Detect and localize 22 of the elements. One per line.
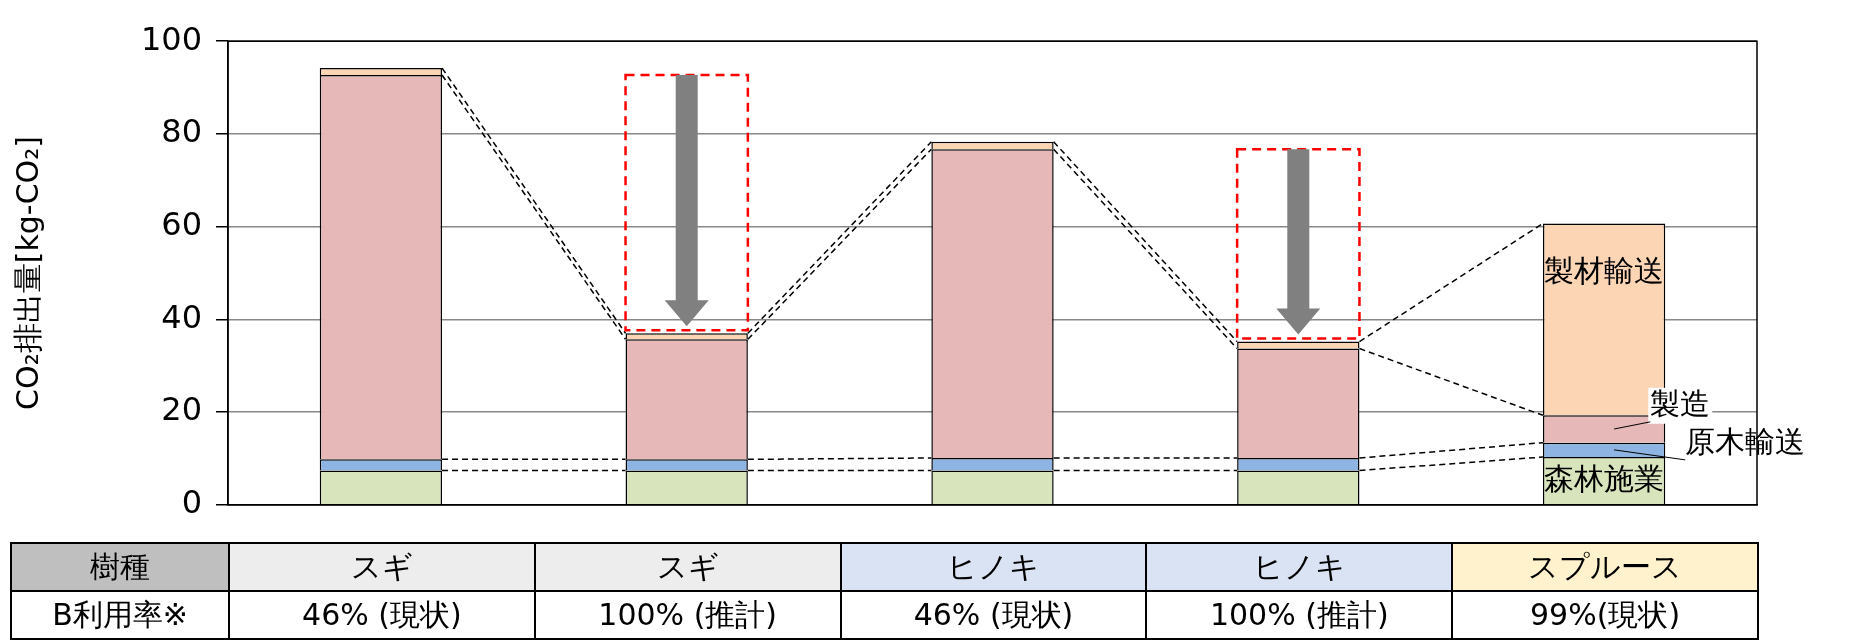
text: 46% (現状): [840, 591, 1147, 639]
series-label: 製造: [1650, 385, 1711, 421]
text: 100% (推計): [1146, 591, 1453, 639]
x-tick-label: スギ: [534, 543, 841, 591]
y-tick-label: 20: [161, 390, 202, 429]
y-tick-label: 80: [161, 112, 202, 151]
y-tick-label: 0: [181, 483, 202, 522]
y-axis-title: CO₂排出量[kg-CO₂]: [9, 136, 45, 410]
x-tick-label: スギ: [229, 543, 535, 591]
y-tick-label: 100: [140, 19, 202, 58]
y-tick-label: 60: [161, 204, 202, 243]
x-tick-label: スプルース: [1452, 543, 1758, 591]
x-tick-label: ヒノキ: [1146, 543, 1453, 591]
y-tick-label: 40: [161, 297, 202, 336]
text: 99%(現状): [1452, 591, 1758, 639]
text: B利用率※: [11, 591, 229, 639]
text: 樹種: [11, 543, 229, 591]
series-label: 森林施業: [1544, 460, 1665, 496]
x-tick-label: ヒノキ: [840, 543, 1147, 591]
text: 46% (現状): [229, 591, 535, 639]
series-label: 製材輸送: [1544, 253, 1665, 289]
text: 100% (推計): [534, 591, 841, 639]
